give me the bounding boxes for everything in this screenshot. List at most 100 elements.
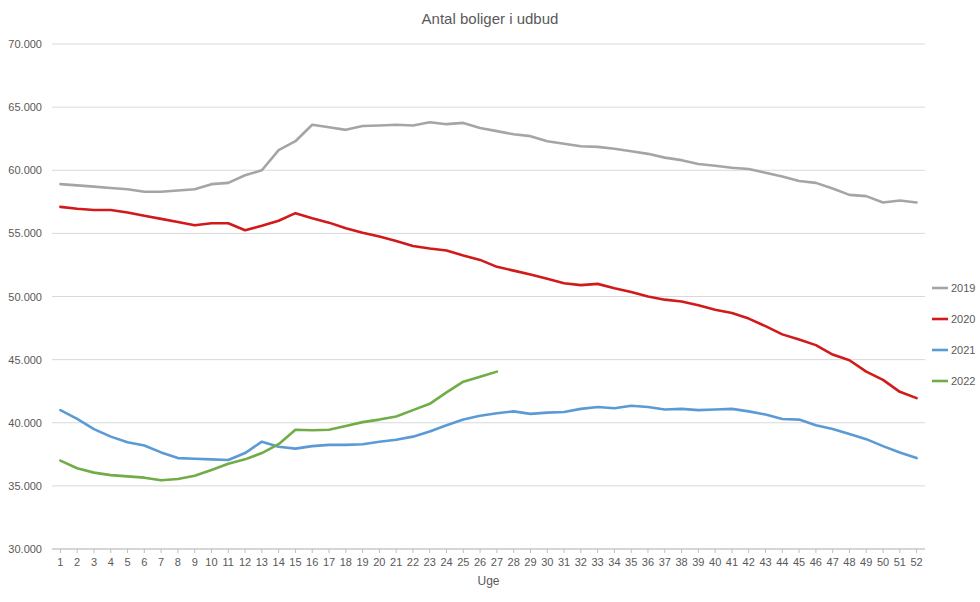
y-tick-label: 50.000 [8,291,42,303]
x-tick [564,549,565,553]
x-tick-label: 7 [158,556,164,568]
x-tick [93,549,94,553]
x-tick [513,549,514,553]
y-tick-label: 70.000 [8,38,42,50]
y-tick-label: 30.000 [8,543,42,555]
series-line [60,122,916,202]
grid-line [52,107,925,108]
grid-line [52,485,925,486]
title: Antal boliger i udbud [422,10,559,27]
x-tick-label: 40 [709,556,721,568]
x-tick [496,549,497,553]
x-tick-label: 51 [894,556,906,568]
legend-label: 2019 [951,282,975,294]
x-tick [463,549,464,553]
x-tick-label: 5 [124,556,130,568]
x-tick-label: 29 [524,556,536,568]
x-tick [77,549,78,553]
x-tick [245,549,246,553]
x-tick-label: 42 [743,556,755,568]
x-tick [295,549,296,553]
x-tick-label: 45 [793,556,805,568]
x-tick-label: 8 [175,556,181,568]
x-tick [429,549,430,553]
x-tick-label: 47 [827,556,839,568]
legend-swatch [932,318,948,321]
grid-line [52,170,925,171]
x-tick [647,549,648,553]
x-tick [161,549,162,553]
x-tick [177,549,178,553]
x-tick-label: 34 [608,556,620,568]
series-line [60,372,497,481]
x-tick [60,549,61,553]
x-tick [412,549,413,553]
grid-line [52,359,925,360]
x-tick [899,549,900,553]
x-tick-label: 25 [457,556,469,568]
x-tick [664,549,665,553]
x-tick-label: 49 [860,556,872,568]
x-tick-label: 17 [323,556,335,568]
x-tick [329,549,330,553]
x-tick [530,549,531,553]
x-tick [715,549,716,553]
x-tick [362,549,363,553]
x-tick-label: 39 [692,556,704,568]
x-tick-label: 19 [356,556,368,568]
x-tick-label: 30 [541,556,553,568]
x-tick-label: 15 [289,556,301,568]
x-tick-label: 10 [205,556,217,568]
x-tick [480,549,481,553]
grid-line [52,296,925,297]
legend-swatch [932,349,948,352]
x-tick-label: 12 [239,556,251,568]
x-axis [52,549,925,550]
x-tick [631,549,632,553]
y-tick-label: 40.000 [8,417,42,429]
x-tick-label: 35 [625,556,637,568]
x-tick [731,549,732,553]
x-tick [446,549,447,553]
x-tick-label: 6 [141,556,147,568]
legend-label: 2020 [951,313,975,325]
series-line [60,207,916,398]
grid-line [52,44,925,45]
y-tick-label: 65.000 [8,101,42,113]
x-tick [883,549,884,553]
x-tick [849,549,850,553]
x-tick [782,549,783,553]
x-tick-label: 24 [440,556,452,568]
x-tick-label: 3 [91,556,97,568]
x-tick [194,549,195,553]
x-tick [698,549,699,553]
x-tick-label: 32 [575,556,587,568]
series-line [60,406,916,460]
x-tick [916,549,917,553]
x-tick-label: 4 [108,556,114,568]
legend-swatch [932,287,948,290]
x-tick [748,549,749,553]
x-tick [211,549,212,553]
legend-label: 2022 [951,375,975,387]
legend-label: 2021 [951,344,975,356]
x-tick [547,549,548,553]
grid-line [52,549,925,550]
x-tick-label: 23 [424,556,436,568]
y-tick-label: 45.000 [8,354,42,366]
x-tick-label: 28 [508,556,520,568]
x-tick-label: 2 [74,556,80,568]
x-tick-label: 21 [390,556,402,568]
x-tick [681,549,682,553]
legend-swatch [932,380,948,383]
x-tick-label: 38 [675,556,687,568]
x-tick [614,549,615,553]
x-tick [597,549,598,553]
plot-area [60,122,916,480]
x-tick-label: 44 [776,556,788,568]
x-tick-label: 33 [592,556,604,568]
x-tick-label: 14 [273,556,285,568]
x-tick-label: 22 [407,556,419,568]
x-tick-label: 9 [192,556,198,568]
grid-line [52,233,925,234]
